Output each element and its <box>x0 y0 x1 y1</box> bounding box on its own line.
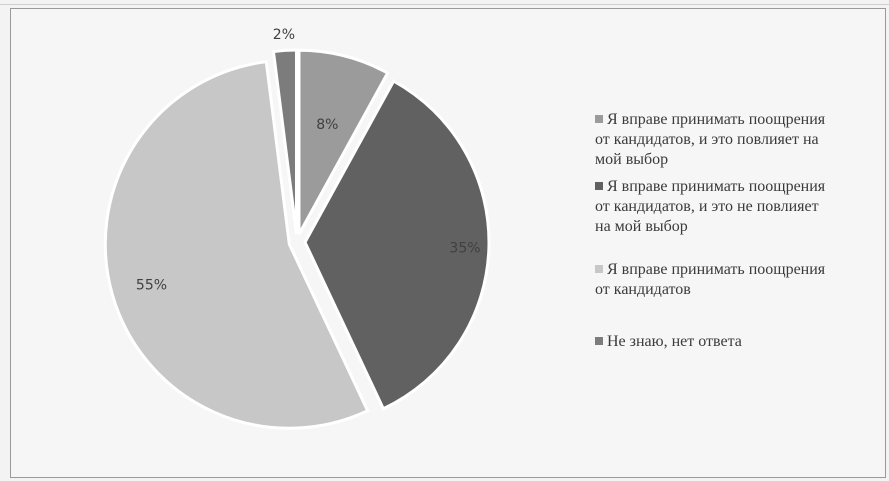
legend-text-3-line-2: от кандидатов <box>595 281 691 298</box>
pie-slice-label-1: 8% <box>316 117 338 133</box>
legend-text-4-line-1: Не знаю, нет ответа <box>607 333 742 350</box>
legend-text-2-line-3: на мой выбор <box>595 218 688 235</box>
legend-item-3: Я вправе принимать поощрения от кандидат… <box>595 260 880 300</box>
legend-text-2-line-2: от кандидатов, и это не повлияет <box>595 198 819 215</box>
legend-swatch-4 <box>595 337 603 345</box>
legend-swatch-1 <box>595 115 603 123</box>
legend-text-1-line-1: Я вправе принимать поощрения <box>607 111 825 128</box>
legend-swatch-3 <box>595 265 603 273</box>
legend-swatch-2 <box>595 182 603 190</box>
legend-text-2-line-1: Я вправе принимать поощрения <box>607 178 825 195</box>
legend-text-1-line-2: от кандидатов, и это повлияет на <box>595 131 819 148</box>
legend-item-1: Я вправе принимать поощрения от кандидат… <box>595 110 880 170</box>
legend-text-3-line-1: Я вправе принимать поощрения <box>607 261 825 278</box>
legend-text-1-line-3: мой выбор <box>595 151 668 168</box>
legend-item-2: Я вправе принимать поощрения от кандидат… <box>595 177 880 237</box>
pie-slices <box>105 50 489 428</box>
pie-slice-label-3: 55% <box>136 277 167 293</box>
pie-slice-label-2: 35% <box>449 240 480 256</box>
legend-item-4: Не знаю, нет ответа <box>595 332 880 352</box>
pie-slice-label-4: 2% <box>273 27 295 43</box>
